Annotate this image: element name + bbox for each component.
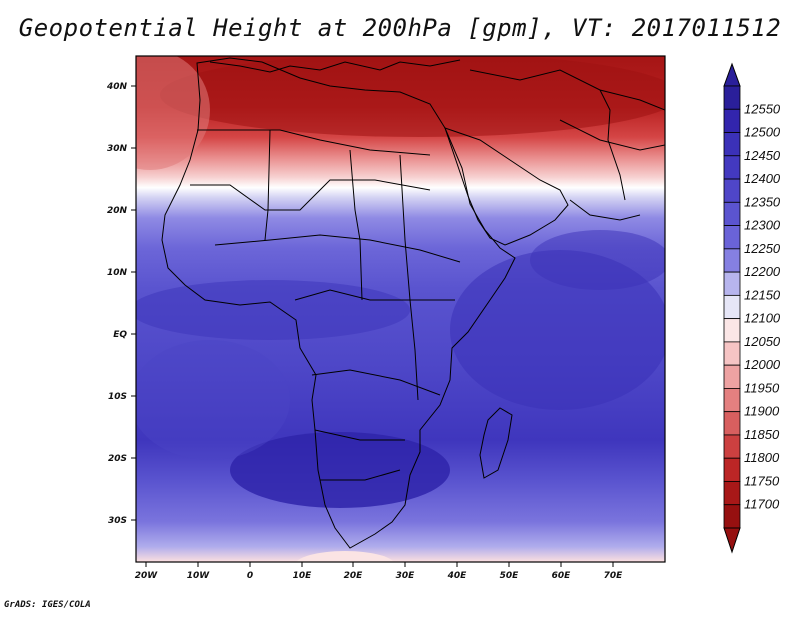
lon-ticks: [145, 562, 614, 567]
colorbar-label: 12350: [744, 194, 781, 209]
lon-label: 70E: [604, 571, 624, 581]
lon-label: 10W: [187, 571, 211, 581]
colorbar-swatch: [723, 271, 741, 296]
lat-label: 30S: [108, 516, 127, 526]
colorbar-swatch: [723, 318, 741, 343]
lat-label: 40N: [106, 82, 128, 92]
colorbar-swatch: [723, 411, 741, 436]
colorbar-label: 11750: [744, 473, 780, 488]
coastlines: [161, 57, 665, 549]
colorbar: 12550 12500 12450 12400 12350 12300 12250 12200…: [723, 62, 781, 554]
height-field: [136, 56, 665, 562]
colorbar-label: 11850: [744, 427, 780, 442]
colorbar-swatch: [723, 457, 741, 482]
colorbar-label: 11800: [744, 450, 780, 465]
colorbar-label: 12250: [744, 241, 781, 256]
colorbar-swatch: [723, 434, 741, 459]
colorbar-swatch: [723, 178, 741, 203]
colorbar-label: 11700: [744, 497, 780, 512]
lon-label: 30E: [396, 571, 416, 581]
lon-label: 60E: [552, 571, 572, 581]
colorbar-label: 12000: [744, 357, 781, 372]
lon-label: 40E: [447, 571, 468, 581]
colorbar-swatch: [723, 108, 741, 133]
colorbar-swatch: [723, 388, 741, 413]
lat-label: EQ: [113, 330, 127, 340]
lon-label: 20W: [135, 571, 159, 581]
colorbar-swatch: [723, 294, 741, 320]
colorbar-label: 12400: [744, 171, 781, 186]
colorbar-label: 12500: [744, 125, 781, 140]
lat-ticks: [131, 85, 136, 521]
lon-label: 50E: [500, 571, 520, 581]
colorbar-swatch: [723, 155, 741, 180]
map-title: Geopotential Height at 200hPa [gpm], VT:…: [18, 14, 782, 42]
lat-label: 20N: [107, 206, 128, 216]
lat-label: 30N: [107, 144, 128, 154]
colorbar-label: 12450: [744, 148, 781, 163]
colorbar-label: 12200: [744, 264, 781, 279]
colorbar-swatch: [723, 225, 741, 250]
colorbar-swatch: [723, 341, 741, 366]
colorbar-swatch: [723, 85, 741, 110]
grads-credit: GrADS: IGES/COLA: [4, 600, 91, 610]
lon-label: 10E: [293, 571, 313, 581]
colorbar-label: 12550: [744, 101, 781, 116]
colorbar-swatch: [723, 248, 741, 273]
colorbar-swatch: [723, 364, 741, 389]
lat-label: 20S: [108, 454, 127, 464]
colorbar-label: 12300: [744, 218, 781, 233]
lat-label: 10N: [107, 268, 128, 278]
lon-label: 20E: [344, 571, 364, 581]
colorbar-min-arrow: [723, 527, 741, 554]
colorbar-label: 11900: [744, 404, 780, 419]
colorbar-swatch: [723, 201, 741, 226]
colorbar-label: 12100: [744, 311, 781, 326]
colorbar-label: 12150: [744, 287, 781, 302]
colorbar-swatch: [723, 504, 741, 529]
colorbar-swatch: [723, 481, 741, 506]
lat-label: 10S: [108, 392, 127, 402]
colorbar-max-arrow: [723, 62, 741, 87]
colorbar-label: 11950: [744, 380, 780, 395]
colorbar-label: 12050: [744, 334, 781, 349]
plot-frame: [135, 55, 666, 563]
lon-label: 0: [247, 571, 253, 581]
colorbar-swatch: [723, 132, 741, 157]
